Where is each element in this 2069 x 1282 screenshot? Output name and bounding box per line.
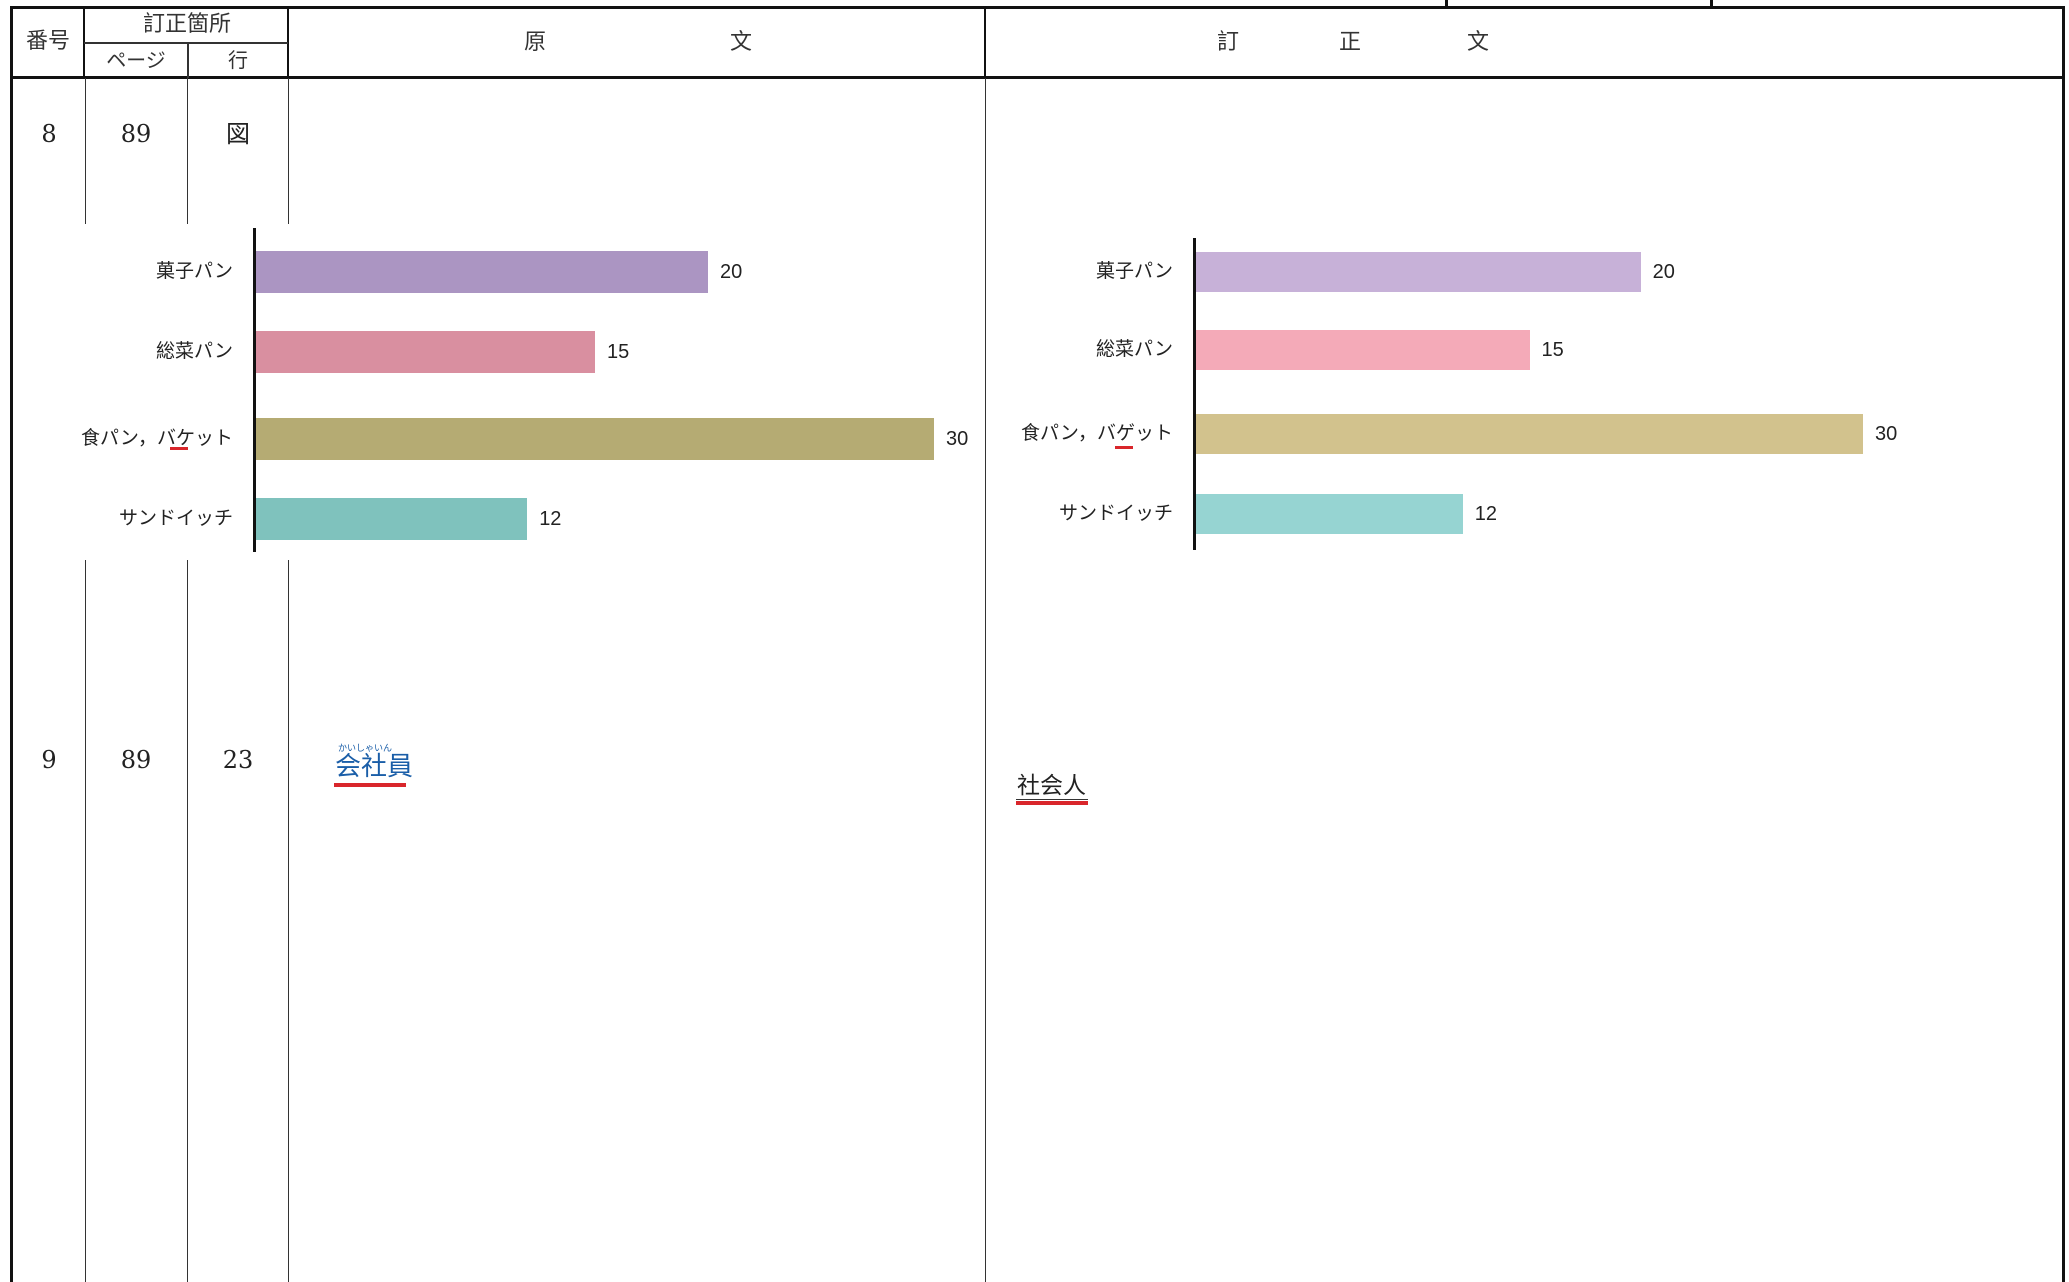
body-col-sep-2a [187, 78, 188, 224]
header-number: 番号 [25, 29, 70, 54]
header-sub-line [84, 42, 288, 44]
body-col-sep-4 [985, 78, 986, 1282]
corrected-word: 社会人 [1017, 773, 1086, 799]
corrected-word-black-underline [1016, 799, 1088, 800]
header-correction-location: 訂正箇所 [142, 12, 231, 37]
bar-category-label: 菓子パン [1096, 260, 1173, 282]
body-col-sep-3b [288, 560, 289, 1282]
chart-axis-line [253, 228, 256, 552]
bar-category-label: 食パン，バケット [80, 427, 233, 449]
header-col-sep-2 [287, 6, 289, 78]
top-stub-line-2 [1710, 0, 1713, 8]
body-col-sep-2b [187, 560, 188, 1282]
row-line: 図 [226, 120, 250, 148]
bar [1196, 330, 1530, 370]
bar [256, 251, 708, 293]
top-stub-line-1 [1445, 0, 1448, 8]
label-correction-mark [170, 447, 188, 450]
bar-value-label: 12 [539, 508, 562, 530]
row-number: 9 [41, 746, 57, 774]
header-corrected-char-1: 訂 [1216, 30, 1239, 55]
row-page: 89 [120, 746, 152, 774]
bar [1196, 252, 1641, 292]
bar-value-label: 30 [946, 428, 969, 450]
bar-value-label: 20 [720, 261, 743, 283]
bar-category-label: 総菜パン [1096, 338, 1173, 360]
bar-category-label: 総菜パン [156, 340, 233, 362]
label-correction-mark [1115, 446, 1133, 449]
bar-value-label: 20 [1652, 261, 1675, 283]
header-sub-col-sep [187, 42, 189, 78]
table-top-border [10, 6, 2065, 9]
chart-axis-line [1193, 238, 1196, 550]
bar-value-label: 12 [1474, 503, 1498, 525]
bar [256, 331, 595, 373]
header-page: ページ [106, 48, 166, 72]
bar-value-label: 15 [607, 341, 630, 363]
table-right-border [2062, 6, 2065, 1282]
corrected-word-underline [1016, 801, 1088, 805]
row-line: 23 [222, 746, 254, 774]
header-col-sep-3 [984, 6, 986, 78]
header-original-char-1: 原 [523, 30, 546, 55]
original-word-ruby: かいしゃいん [338, 744, 393, 754]
body-col-sep-3a [288, 78, 289, 224]
body-col-sep-1b [85, 560, 86, 1282]
body-col-sep-1a [85, 78, 86, 224]
bar [256, 418, 934, 460]
header-corrected-char-3: 文 [1466, 30, 1489, 55]
bar-value-label: 15 [1541, 339, 1564, 361]
original-word-underline [334, 783, 406, 787]
table-left-border [10, 6, 13, 1282]
row-page: 89 [120, 120, 152, 148]
bar-category-label: 食パン，バゲット [1020, 422, 1173, 444]
header-corrected-char-2: 正 [1338, 30, 1361, 55]
original-word: 会社員 [335, 752, 414, 782]
bar-category-label: サンドイッチ [118, 507, 233, 529]
header-line: 行 [228, 48, 248, 72]
bar [256, 498, 528, 540]
bar-value-label: 30 [1875, 423, 1898, 445]
bar-category-label: サンドイッチ [1058, 502, 1173, 524]
bar [1196, 494, 1463, 534]
bar [1196, 414, 1863, 454]
bar-category-label: 菓子パン [156, 260, 233, 282]
header-bottom-border [10, 76, 2065, 79]
row-number: 8 [41, 120, 57, 148]
header-original-char-2: 文 [729, 30, 752, 55]
